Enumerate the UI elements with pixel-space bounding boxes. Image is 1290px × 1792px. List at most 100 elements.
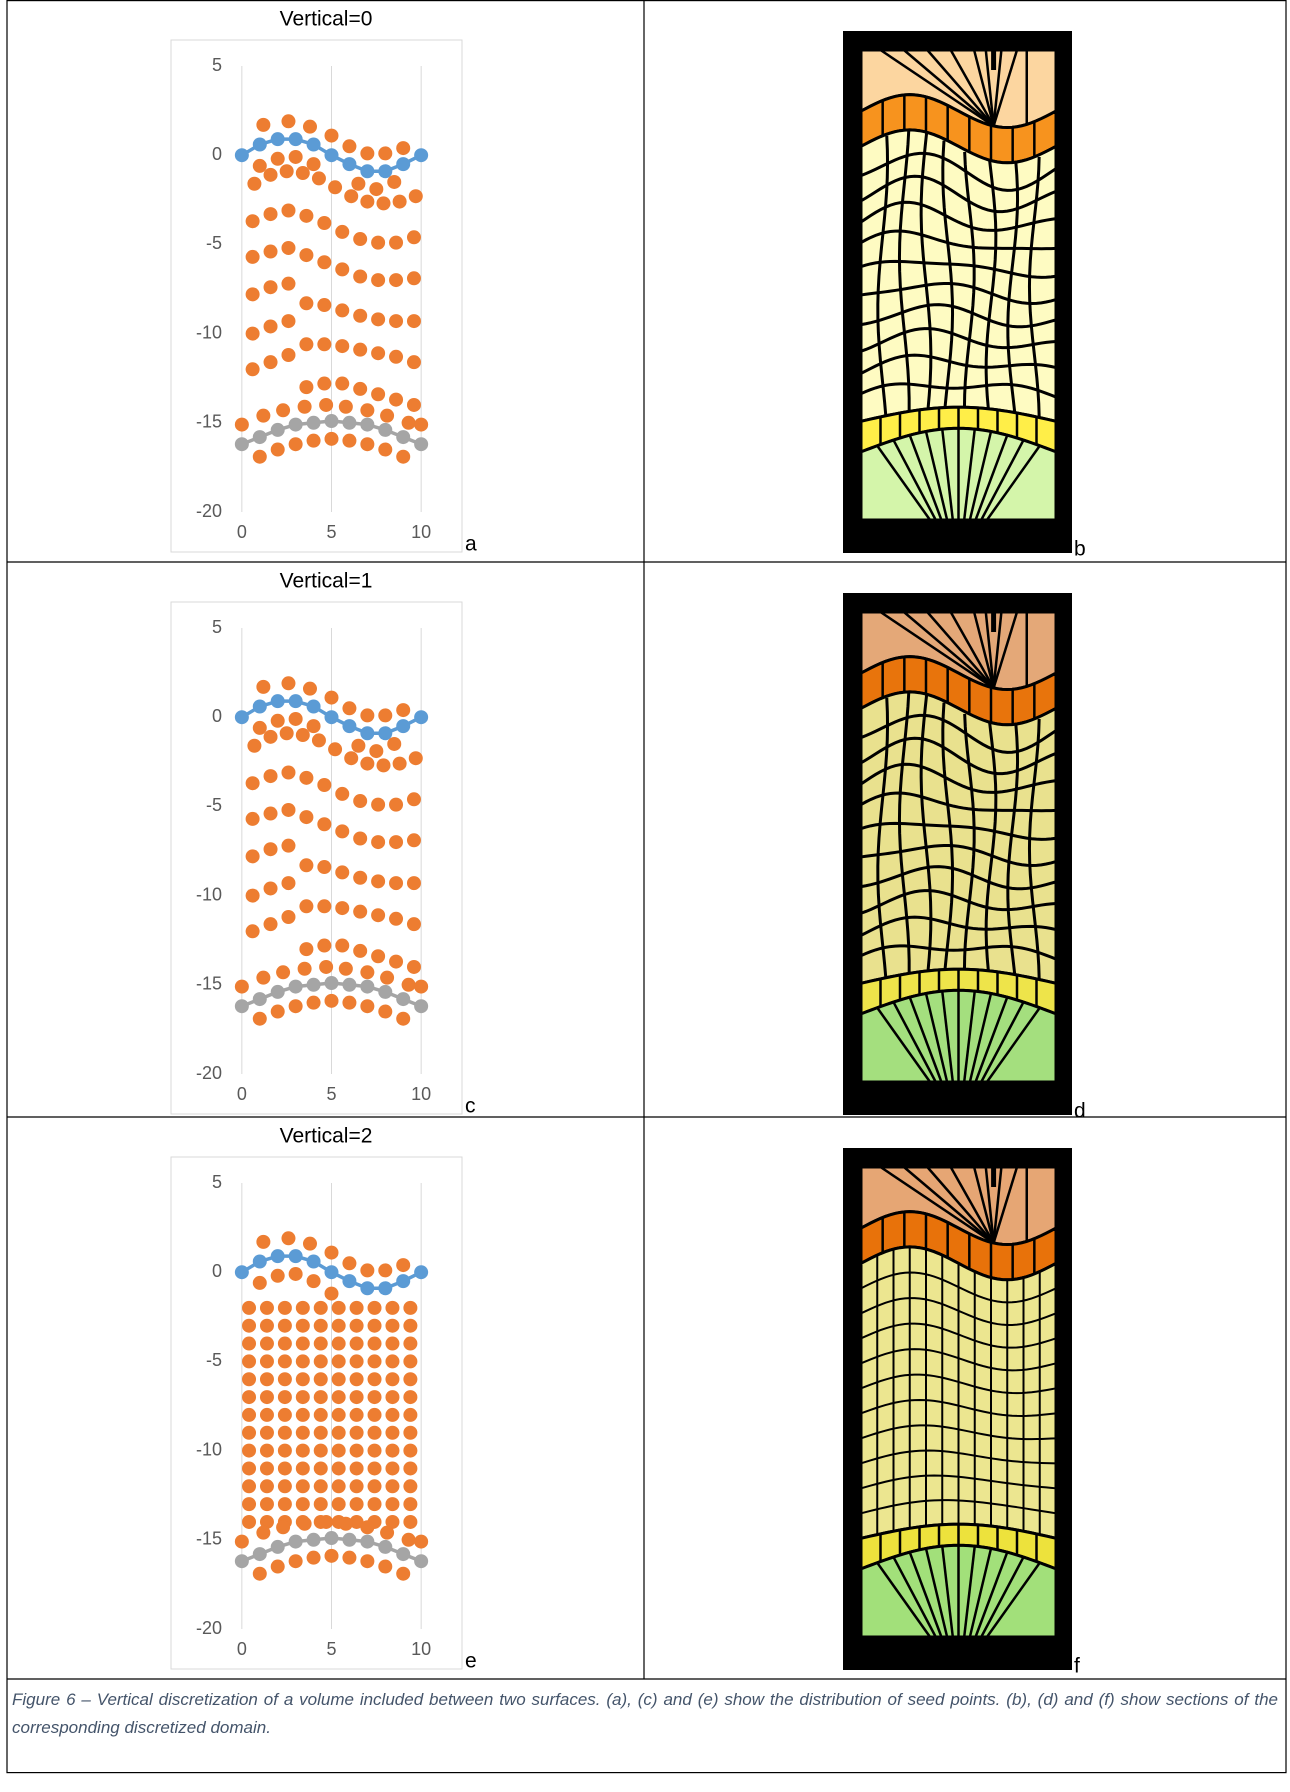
point xyxy=(260,1426,274,1440)
point xyxy=(246,362,260,376)
point xyxy=(387,737,401,751)
y-tick-label: -10 xyxy=(196,322,222,342)
point xyxy=(403,1444,417,1458)
point xyxy=(342,1551,356,1565)
point xyxy=(378,1540,392,1554)
point xyxy=(260,1319,274,1333)
point xyxy=(271,694,285,708)
point xyxy=(271,1269,285,1283)
point xyxy=(296,1479,310,1493)
point xyxy=(360,437,374,451)
mesh-section xyxy=(843,1148,1072,1670)
point xyxy=(396,1567,410,1581)
panel-label: e xyxy=(465,1650,477,1673)
point xyxy=(402,416,416,430)
point xyxy=(332,1390,346,1404)
panel-label: b xyxy=(1074,538,1086,561)
point xyxy=(296,1426,310,1440)
point xyxy=(389,955,403,969)
point xyxy=(260,1479,274,1493)
point xyxy=(246,889,260,903)
point xyxy=(314,1301,328,1315)
y-tick-label: -20 xyxy=(196,1618,222,1638)
point xyxy=(253,450,267,464)
point xyxy=(342,434,356,448)
point xyxy=(325,1549,339,1563)
point xyxy=(253,137,267,151)
point xyxy=(339,1517,353,1531)
panel-label: c xyxy=(465,1095,476,1118)
point xyxy=(360,164,374,178)
point xyxy=(396,1274,410,1288)
point xyxy=(325,1287,339,1301)
point xyxy=(360,965,374,979)
point xyxy=(264,881,278,895)
point xyxy=(342,157,356,171)
point xyxy=(247,177,261,191)
point xyxy=(342,1256,356,1270)
point xyxy=(314,1408,328,1422)
point xyxy=(278,1354,292,1368)
point xyxy=(389,350,403,364)
point xyxy=(414,999,428,1013)
point xyxy=(289,132,303,146)
point xyxy=(271,714,285,728)
point xyxy=(242,1515,256,1529)
point xyxy=(414,418,428,432)
point xyxy=(299,248,313,262)
point xyxy=(289,150,303,164)
point xyxy=(242,1479,256,1493)
point xyxy=(307,416,321,430)
point xyxy=(332,1337,346,1351)
point xyxy=(344,751,358,765)
point xyxy=(396,430,410,444)
point xyxy=(335,262,349,276)
point xyxy=(378,423,392,437)
point xyxy=(281,803,295,817)
point xyxy=(246,250,260,264)
x-tick-label: 0 xyxy=(237,1084,247,1104)
point xyxy=(380,971,394,985)
point xyxy=(317,939,331,953)
point xyxy=(371,949,385,963)
y-tick-label: 5 xyxy=(212,1172,222,1192)
point xyxy=(378,1005,392,1019)
point xyxy=(389,273,403,287)
point xyxy=(260,1337,274,1351)
point xyxy=(256,1235,270,1249)
point xyxy=(389,912,403,926)
point xyxy=(278,1479,292,1493)
point xyxy=(303,682,317,696)
point xyxy=(260,1390,274,1404)
point xyxy=(325,691,339,705)
point xyxy=(307,137,321,151)
point xyxy=(314,1461,328,1475)
point xyxy=(246,287,260,301)
point xyxy=(247,739,261,753)
y-tick-label: 0 xyxy=(212,1261,222,1281)
point xyxy=(407,355,421,369)
point xyxy=(344,189,358,203)
y-tick-label: -10 xyxy=(196,1439,222,1459)
point xyxy=(368,1337,382,1351)
chart-area xyxy=(171,602,462,1114)
point xyxy=(332,1408,346,1422)
point xyxy=(253,159,267,173)
point xyxy=(253,1547,267,1561)
point xyxy=(298,1517,312,1531)
point xyxy=(289,694,303,708)
point xyxy=(396,141,410,155)
point xyxy=(353,794,367,808)
point xyxy=(376,196,390,210)
point xyxy=(242,1426,256,1440)
figure: Vertical=0-20-15-10-5050510abVertical=1-… xyxy=(0,0,1290,1792)
point xyxy=(403,1390,417,1404)
point xyxy=(242,1390,256,1404)
point xyxy=(351,177,365,191)
point xyxy=(371,835,385,849)
point xyxy=(360,1535,374,1549)
point xyxy=(368,1426,382,1440)
point xyxy=(314,1372,328,1386)
point xyxy=(299,858,313,872)
chart-title: Vertical=1 xyxy=(280,570,373,593)
